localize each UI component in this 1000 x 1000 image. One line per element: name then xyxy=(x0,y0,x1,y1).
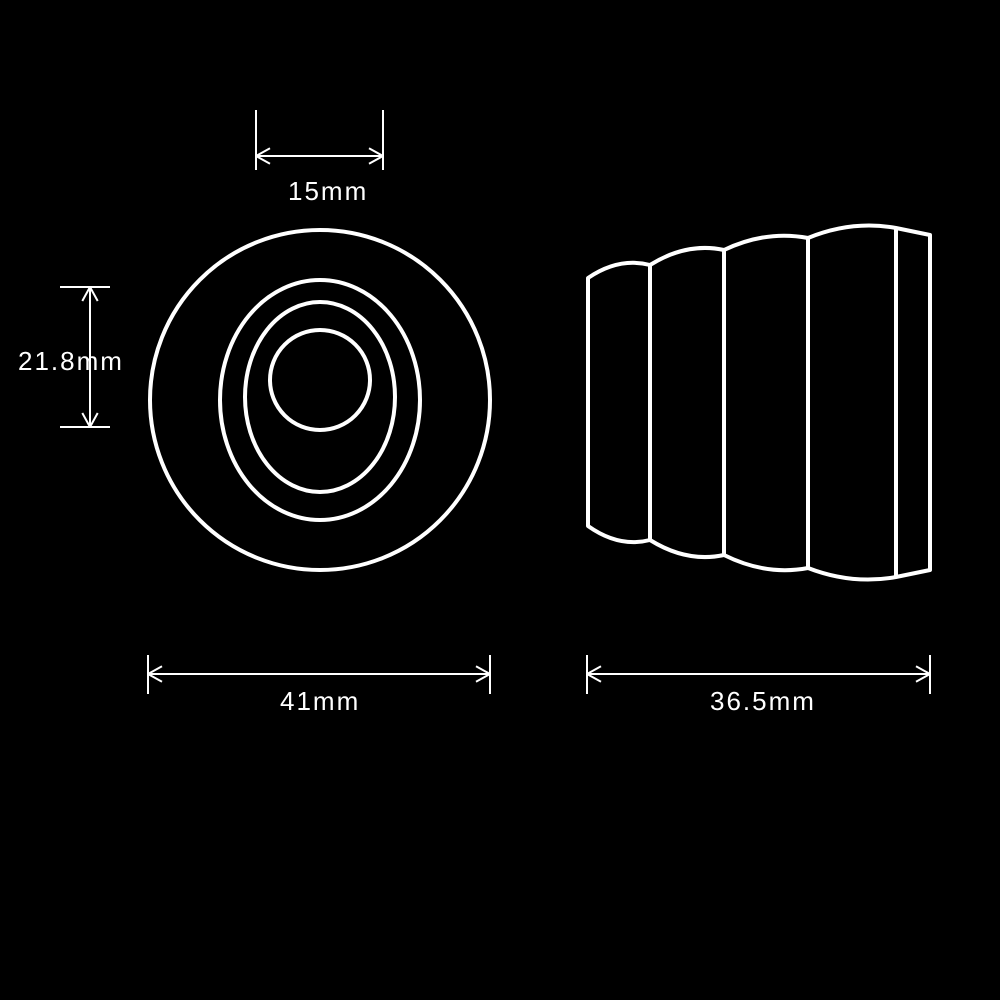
dim-front-width: 41mm xyxy=(148,655,490,716)
dim-top-inner: 15mm xyxy=(256,110,383,206)
dim-vertical-label: 21.8mm xyxy=(18,346,124,376)
dim-front-width-label: 41mm xyxy=(280,686,360,716)
dim-side-width-label: 36.5mm xyxy=(710,686,816,716)
technical-drawing: 15mm 21.8mm 41mm 36.5mm xyxy=(0,0,1000,1000)
side-outline xyxy=(588,226,930,580)
bore-hole xyxy=(270,330,370,430)
front-view xyxy=(150,230,490,570)
dim-side-width: 36.5mm xyxy=(587,655,930,716)
side-view xyxy=(588,226,930,580)
dim-top-inner-label: 15mm xyxy=(288,176,368,206)
dim-vertical: 21.8mm xyxy=(18,287,124,427)
